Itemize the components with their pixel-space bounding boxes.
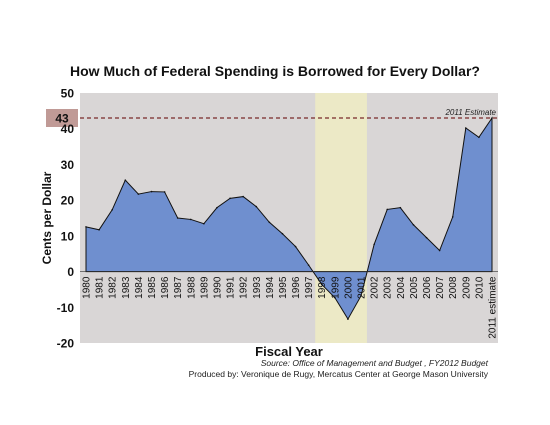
- x-tick-label: 1993: [252, 276, 263, 299]
- data-point: [137, 193, 140, 195]
- x-tick-label: 1986: [160, 276, 171, 299]
- x-tick-label: 1988: [186, 276, 197, 299]
- data-point: [320, 283, 323, 286]
- data-point: [465, 127, 467, 129]
- data-point: [163, 191, 166, 193]
- x-tick-label: 1981: [95, 276, 106, 299]
- x-tick-label: 1997: [304, 276, 315, 299]
- data-point: [478, 136, 480, 139]
- y-tick-label: -20: [57, 337, 75, 351]
- y-axis-ticks: -20 -10 0 10 20 30 40 50: [57, 87, 75, 351]
- x-tick-label: 1989: [199, 276, 210, 299]
- x-axis-ticks: 1980 1981 1982 1983 1984 1985 1986 1987 1988 1989…: [82, 276, 499, 339]
- y-tick-label: 30: [61, 158, 75, 172]
- data-point: [412, 223, 415, 226]
- x-tick-label: 2010: [474, 276, 485, 299]
- data-point: [491, 117, 493, 119]
- data-point: [176, 217, 179, 219]
- data-point: [347, 318, 349, 320]
- x-tick-label: 2009: [461, 276, 472, 299]
- data-point: [98, 228, 100, 231]
- data-point: [425, 236, 428, 239]
- y-tick-label: 40: [61, 122, 75, 136]
- x-tick-label: 1980: [82, 276, 93, 299]
- data-point: [242, 195, 244, 198]
- y-tick-label: 20: [61, 194, 75, 208]
- y-axis-label: Cents per Dollar: [40, 171, 54, 264]
- data-point: [111, 208, 113, 211]
- x-tick-label: 1995: [278, 276, 289, 299]
- x-tick-label: 2006: [422, 276, 433, 299]
- x-tick-label: 2004: [396, 276, 407, 299]
- x-tick-label: 2001: [357, 276, 368, 299]
- x-tick-label: 1998: [317, 276, 328, 299]
- x-tick-label: 2002: [370, 276, 381, 299]
- x-tick-label: 2000: [343, 276, 354, 299]
- x-tick-label: 1999: [330, 276, 341, 299]
- data-point: [85, 226, 87, 228]
- source-note: Source: Office of Management and Budget …: [260, 358, 488, 368]
- data-point: [124, 179, 127, 181]
- x-tick-label: 1983: [121, 276, 132, 299]
- data-point: [268, 221, 271, 224]
- data-point: [399, 206, 402, 209]
- x-tick-label: 2007: [435, 276, 446, 299]
- data-point: [386, 208, 389, 211]
- data-point: [189, 218, 192, 221]
- x-tick-label: 1996: [291, 276, 302, 299]
- data-point: [281, 232, 284, 235]
- data-point: [307, 264, 310, 266]
- x-tick-label: 1992: [239, 276, 250, 299]
- data-point: [451, 216, 454, 218]
- chart-title: How Much of Federal Spending is Borrowed…: [70, 63, 480, 79]
- data-point: [229, 197, 231, 200]
- data-point: [150, 190, 153, 193]
- data-point: [334, 296, 336, 299]
- data-points: [85, 117, 493, 320]
- x-tick-label: 1982: [108, 276, 119, 299]
- y-tick-label: 10: [61, 229, 75, 243]
- x-tick-label: 1990: [212, 276, 223, 299]
- data-point: [294, 245, 297, 248]
- data-point: [203, 222, 205, 225]
- estimate-reference-label: 2011 Estimate: [444, 108, 496, 117]
- x-tick-label: 2011 estimate: [488, 276, 499, 339]
- x-tick-label: 1987: [173, 276, 184, 299]
- data-point: [373, 243, 375, 246]
- data-point: [216, 206, 218, 209]
- y-tick-label: 50: [61, 87, 75, 101]
- data-point: [255, 205, 258, 208]
- x-axis-label: Fiscal Year: [255, 344, 323, 359]
- x-tick-label: 2005: [409, 276, 420, 299]
- data-point: [438, 249, 441, 252]
- credit-note: Produced by: Veronique de Rugy, Mercatus…: [188, 369, 488, 379]
- value-badge: [46, 109, 78, 127]
- y-tick-label: -10: [57, 301, 75, 315]
- value-badge-label: 43: [55, 112, 69, 126]
- y-tick-label: 0: [67, 265, 74, 279]
- x-tick-label: 2003: [383, 276, 394, 299]
- x-tick-label: 1994: [265, 276, 276, 299]
- x-tick-label: 2008: [448, 276, 459, 299]
- x-tick-label: 1984: [134, 276, 145, 299]
- x-tick-label: 1985: [147, 276, 158, 299]
- data-point: [360, 295, 362, 297]
- x-tick-label: 1991: [226, 276, 237, 299]
